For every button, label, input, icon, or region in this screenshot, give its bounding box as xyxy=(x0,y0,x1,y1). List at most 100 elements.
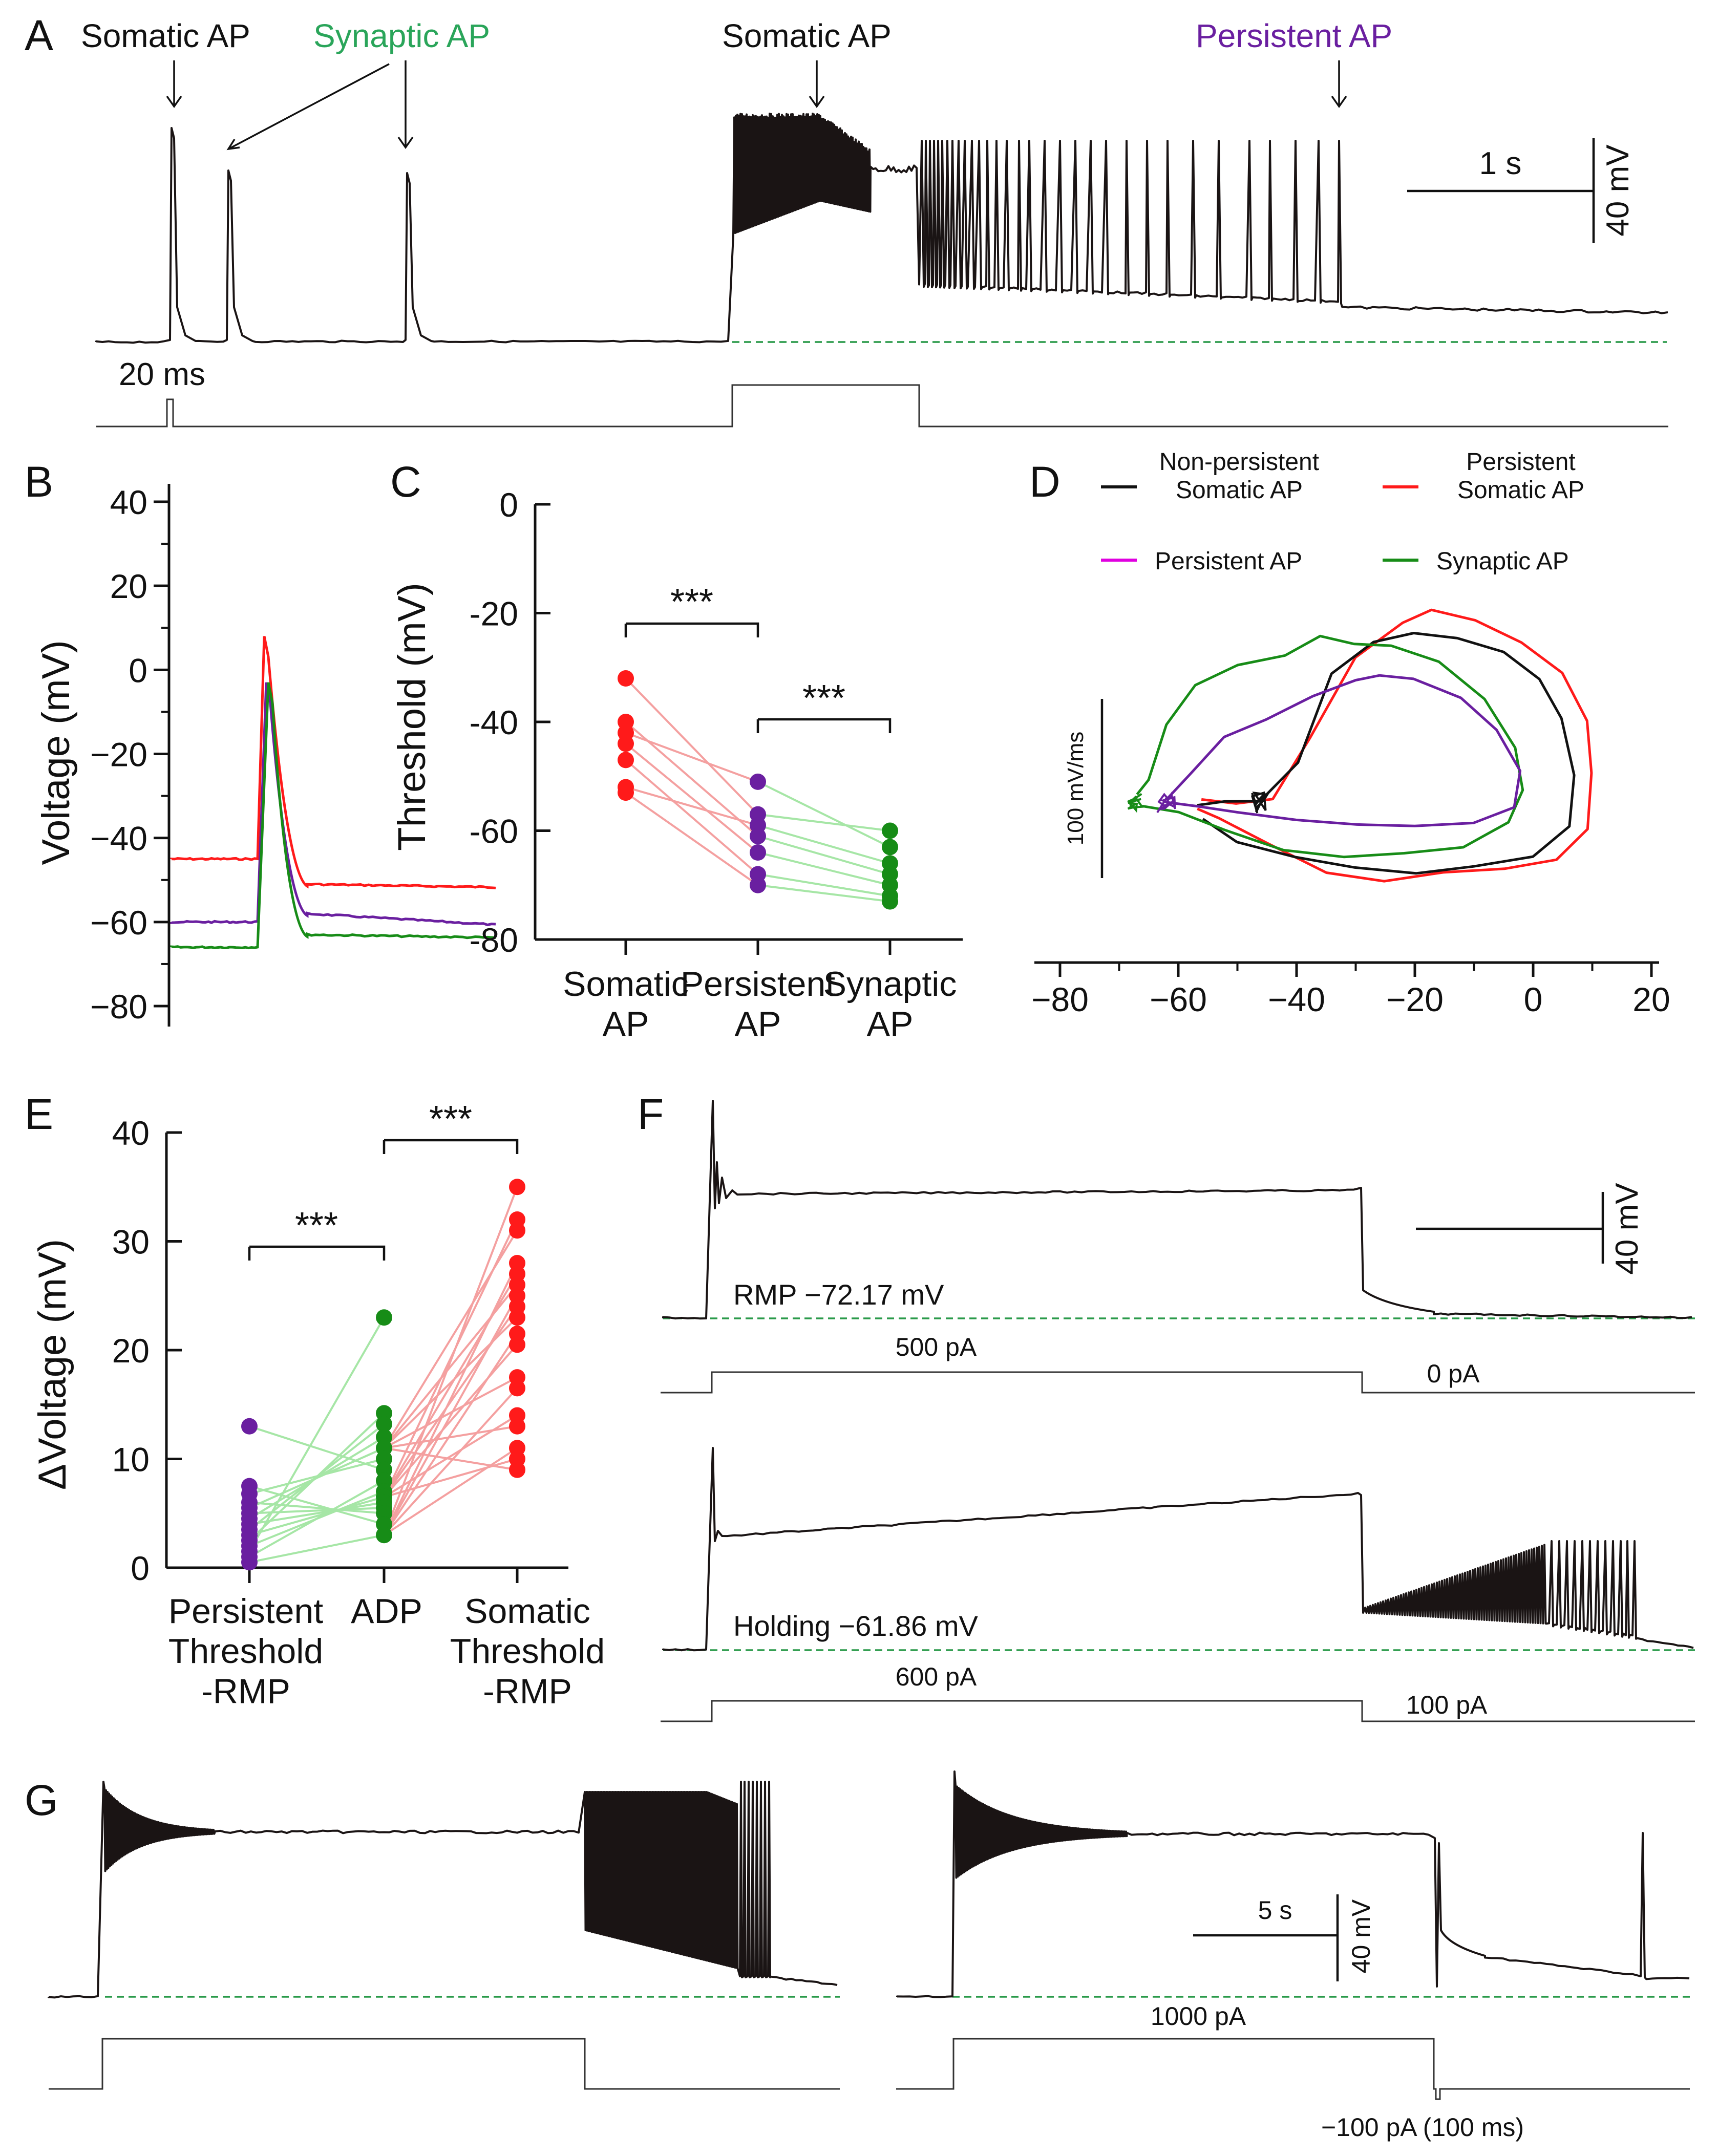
point-e-adp xyxy=(376,1309,392,1326)
point-c-persistent-ap xyxy=(750,844,766,861)
x-tick-label-d: −20 xyxy=(1386,980,1444,1018)
y-ticks-c: 0 -20 -40 -60 -80 xyxy=(470,486,550,959)
pair-line-e xyxy=(383,1387,518,1536)
x-tick-label-d: 0 xyxy=(1524,980,1543,1018)
pair-line-e xyxy=(249,1534,385,1564)
y-tick-label-c: -40 xyxy=(470,703,518,741)
y-tick-label-e: 20 xyxy=(112,1332,150,1370)
y-tick-label-e: 0 xyxy=(131,1549,150,1587)
panel-letter-f: F xyxy=(638,1090,664,1138)
panel-b: Voltage (mV) 40 20 0 −20 −40 −60 −80 xyxy=(34,483,496,1027)
label-somatic-ap-2: Somatic AP xyxy=(722,17,892,54)
pair-line-e xyxy=(383,1263,518,1536)
label-persistent-ap: Persistent AP xyxy=(1196,17,1392,54)
after-label-f-top: 0 pA xyxy=(1427,1359,1480,1388)
phase-loops-d xyxy=(1127,608,1593,883)
panel-letter-c: C xyxy=(390,458,421,506)
pair-line-e xyxy=(383,1295,518,1536)
noise-d xyxy=(1250,791,1269,814)
scale-bar-d: 100 mV/ms xyxy=(1063,699,1104,878)
significance-e: *** *** xyxy=(248,1099,519,1261)
panel-g: 1000 pA −100 pA (100 ms) 5 s 40 mV xyxy=(48,1770,1690,2142)
point-c-synaptic-ap xyxy=(882,839,898,856)
y-tick-label-c: 0 xyxy=(499,486,518,524)
panel-letter-a: A xyxy=(25,11,53,59)
pair-line-e xyxy=(384,1447,518,1471)
point-e-somatic-threshold--rmp xyxy=(509,1380,525,1397)
rmp-label-f-bottom: Holding −61.86 mV xyxy=(733,1610,979,1642)
point-e-adp xyxy=(376,1527,392,1544)
point-c-persistent-ap xyxy=(750,828,766,845)
panel-letter-d: D xyxy=(1029,458,1061,506)
step-label-f-top: 500 pA xyxy=(896,1333,977,1361)
pair-line-e xyxy=(383,1273,518,1498)
pair-line-c xyxy=(757,851,890,886)
panel-letter-b: B xyxy=(25,458,53,506)
point-e-adp xyxy=(376,1416,392,1433)
trace-b-synaptic-ap xyxy=(170,682,496,950)
point-e-somatic-threshold--rmp xyxy=(509,1418,525,1435)
y-tick-label-e: 30 xyxy=(112,1223,150,1261)
x-categories-e: Persistent Threshold -RMP ADP Somatic Thresho… xyxy=(168,1568,605,1711)
after-label-f-bottom: 100 pA xyxy=(1406,1691,1488,1719)
y-tick-label-b: 20 xyxy=(110,567,147,605)
command-g-left xyxy=(49,2038,840,2090)
y-tick-label-b: −60 xyxy=(90,904,147,942)
noise-d xyxy=(1156,792,1176,814)
scale-voltage-g: 40 mV xyxy=(1347,1899,1375,1973)
pair-line-e xyxy=(383,1186,518,1535)
scale-label-d: 100 mV/ms xyxy=(1063,732,1088,846)
pair-line-c xyxy=(757,835,890,876)
pair-line-e xyxy=(249,1490,385,1547)
points-c xyxy=(618,670,898,910)
y-tick-label-b: 40 xyxy=(110,483,147,521)
trace-g-left xyxy=(48,1781,838,1999)
pair-line-c xyxy=(625,786,758,826)
point-c-somatic-ap xyxy=(618,752,634,769)
trace-a xyxy=(95,113,1668,344)
panel-e: ΔVoltage (mV) 40 30 20 10 0 Persistent Thresh… xyxy=(31,1099,605,1711)
pair-line-c xyxy=(757,813,890,832)
y-tick-label-e: 40 xyxy=(112,1114,150,1152)
point-e-somatic-threshold--rmp xyxy=(509,1336,525,1353)
pulse-label-g: −100 pA (100 ms) xyxy=(1321,2113,1524,2142)
panel-d: Non-persistent Somatic AP Persistent Somati… xyxy=(1031,449,1670,1018)
pair-line-e xyxy=(383,1316,518,1449)
x-ticks-d: −80 −60 −40 −20 0 20 xyxy=(1031,963,1670,1018)
legend-label-d: Persistent Somatic AP xyxy=(1457,449,1584,504)
trace-f-top xyxy=(662,1100,1692,1320)
pair-line-c xyxy=(625,732,758,783)
significance-c: *** *** xyxy=(624,582,892,733)
point-c-synaptic-ap xyxy=(882,822,898,839)
pair-line-e xyxy=(383,1447,518,1536)
y-ticks-e: 40 30 20 10 0 xyxy=(112,1114,182,1587)
x-tick-label-d: 20 xyxy=(1632,980,1670,1018)
noise-d xyxy=(1127,793,1144,813)
rmp-label-f-top: RMP −72.17 mV xyxy=(733,1278,944,1311)
significance-e-1: *** xyxy=(295,1205,338,1246)
y-tick-label-b: 0 xyxy=(129,651,147,689)
pair-line-e xyxy=(383,1230,518,1449)
x-tick-label-d: −40 xyxy=(1268,980,1325,1018)
y-tick-label-b: −20 xyxy=(90,736,147,774)
y-tick-label-e: 10 xyxy=(112,1441,150,1479)
pair-line-e xyxy=(249,1447,385,1509)
category-label-c: Synaptic AP xyxy=(823,965,957,1043)
pulse-label-a: 20 ms xyxy=(119,357,205,392)
trace-b-persistent-ap xyxy=(170,682,496,927)
scale-voltage-f: 40 mV xyxy=(1609,1183,1645,1275)
trace-f-bottom xyxy=(662,1447,1694,1652)
pair-line-e xyxy=(249,1458,385,1495)
command-f-top xyxy=(661,1371,1695,1394)
trace-g-right xyxy=(896,1770,1690,1998)
command-a xyxy=(96,384,1668,428)
scale-bar-g: 5 s 40 mV xyxy=(1193,1894,1375,1981)
significance-e-2: *** xyxy=(429,1099,472,1140)
significance-c-2: *** xyxy=(802,678,845,719)
traces-b xyxy=(170,636,496,950)
panel-f: RMP −72.17 mV 500 pA 0 pA 40 mV Holding … xyxy=(661,1100,1695,1722)
points-e xyxy=(241,1179,525,1571)
point-c-somatic-ap xyxy=(618,670,634,687)
ylabel-c: Threshold (mV) xyxy=(390,583,434,851)
